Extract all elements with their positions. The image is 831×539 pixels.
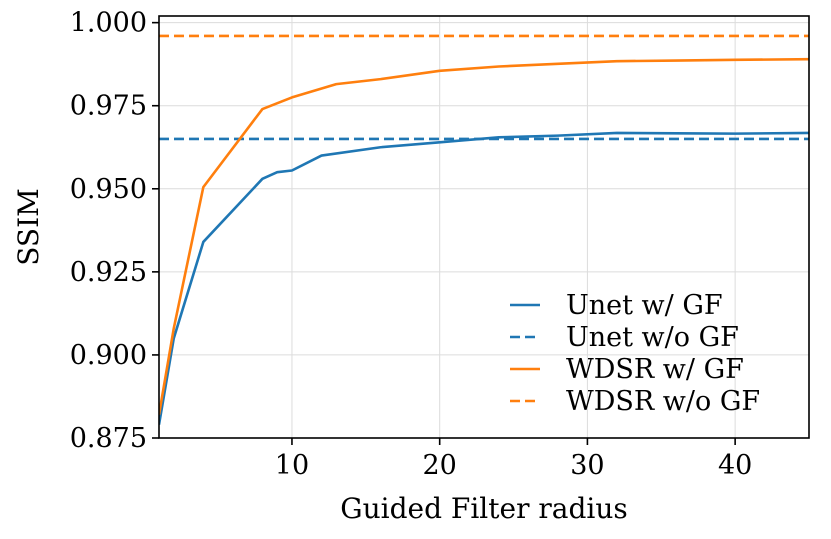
y-axis-label: SSIM: [12, 188, 45, 266]
x-tick-label: 40: [718, 450, 752, 481]
legend-label: WDSR w/ GF: [566, 354, 744, 385]
y-tick-label: 0.925: [70, 257, 147, 288]
y-tick-label: 0.950: [70, 174, 147, 205]
series-layer: [159, 34, 809, 425]
series-line-wdsr-w-gf: [159, 57, 809, 415]
x-axis-label: Guided Filter radius: [340, 492, 627, 525]
y-tick-label: 0.975: [70, 91, 147, 122]
legend-label: Unet w/o GF: [566, 322, 739, 353]
series-line-unet-w-gf: [159, 131, 809, 425]
tick-layer: 10 20 30 40 0.875 0.900 0.925 0.950 0.975 1.000: [70, 8, 753, 481]
plot-frame: [158, 15, 810, 439]
y-tick-label: 0.900: [70, 340, 147, 371]
y-tick-label: 0.875: [70, 423, 147, 454]
y-tick-label: 1.000: [70, 8, 147, 39]
x-tick-label: 30: [570, 450, 604, 481]
legend-label: WDSR w/o GF: [566, 386, 760, 417]
legend-label: Unet w/ GF: [566, 290, 723, 321]
x-tick-label: 20: [423, 450, 457, 481]
x-tick-label: 10: [275, 450, 309, 481]
